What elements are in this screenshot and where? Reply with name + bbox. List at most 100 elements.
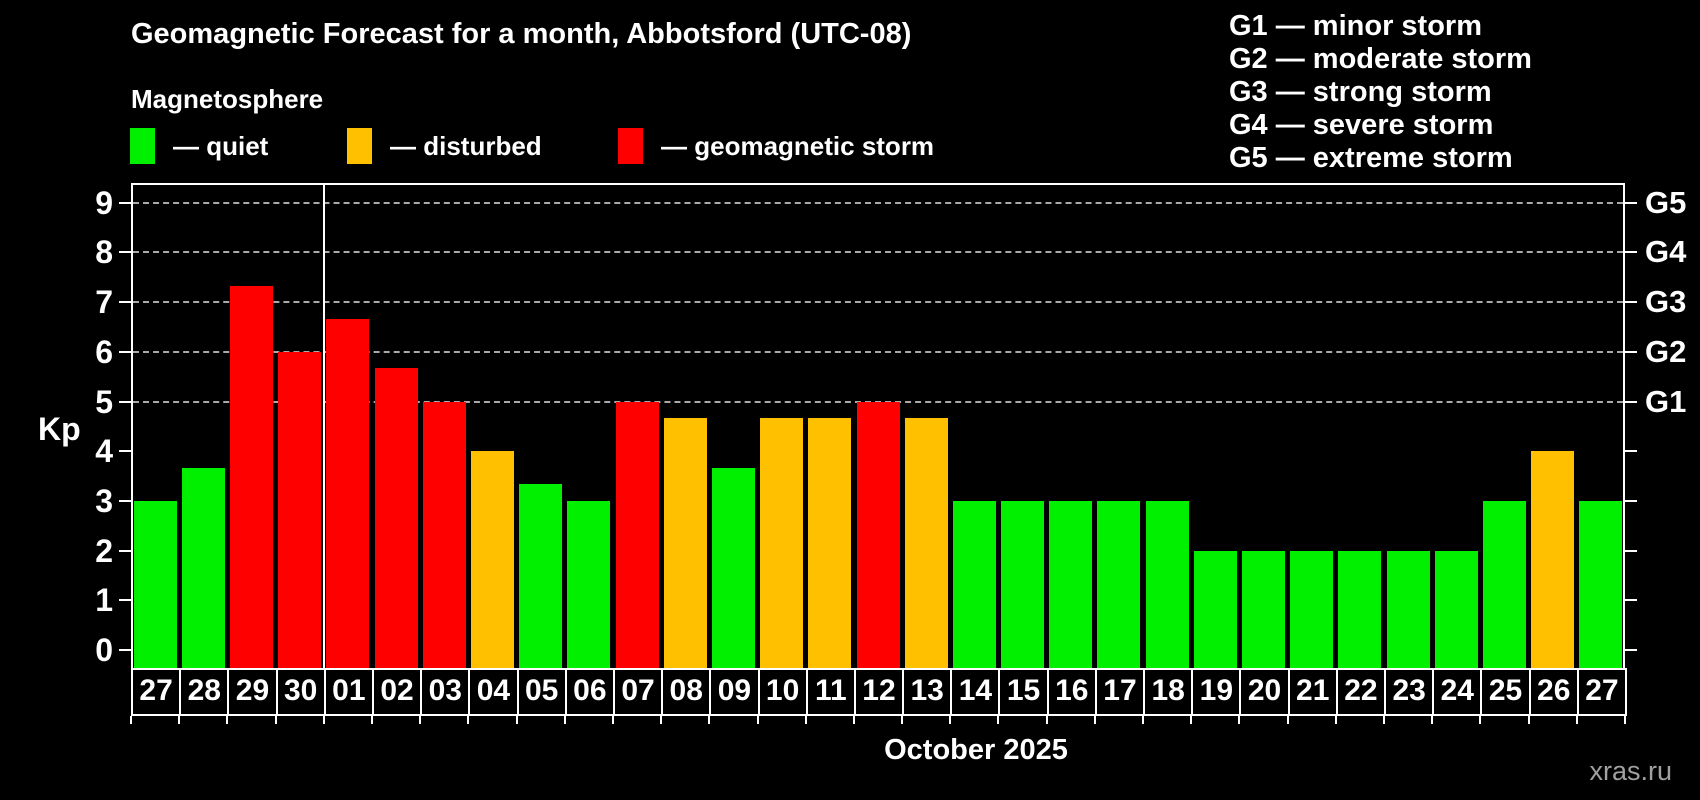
storm-legend-swatch [618, 128, 643, 164]
disturbed-legend-label: — disturbed [390, 131, 542, 161]
kp-bar-day-22 [1338, 550, 1382, 669]
kp-bar-day-29 [229, 285, 273, 669]
day-label-29: 29 [227, 668, 278, 716]
g1-legend-line: G1 — minor storm [1229, 10, 1482, 42]
right-tick-5 [1625, 400, 1637, 403]
kp-bar-day-03 [422, 401, 466, 669]
day-label-17: 17 [1094, 668, 1146, 716]
day-label-20: 20 [1239, 668, 1290, 716]
g-level-label-G5: G5 [1645, 184, 1687, 220]
kp-bar-day-25 [1483, 500, 1527, 669]
y-axis-label-1: 1 [95, 582, 113, 619]
kp-bar-day-16 [1049, 500, 1093, 669]
kp-bar-day-02 [374, 368, 418, 669]
x-tick-19 [1045, 716, 1048, 724]
y-axis-label-7: 7 [95, 284, 113, 321]
day-label-24: 24 [1432, 668, 1483, 716]
x-tick-23 [1238, 716, 1241, 724]
day-label-09: 09 [709, 668, 760, 716]
kp-bar-day-20 [1242, 550, 1286, 669]
day-label-10: 10 [757, 668, 808, 716]
kp-bar-day-10 [760, 417, 804, 669]
kp-bar-day-08 [663, 417, 707, 669]
y-axis-label-4: 4 [95, 433, 113, 470]
kp-bar-day-07 [615, 401, 659, 669]
day-label-01: 01 [323, 668, 374, 716]
kp-bar-day-21 [1290, 550, 1334, 669]
kp-bar-day-17 [1097, 500, 1141, 669]
x-tick-13 [756, 716, 759, 724]
x-tick-30 [1575, 716, 1578, 724]
quiet-legend-swatch [130, 128, 155, 164]
day-label-15: 15 [998, 668, 1049, 716]
x-tick-10 [611, 716, 614, 724]
right-tick-8 [1625, 251, 1637, 254]
gridline-kp6 [133, 350, 1623, 353]
left-tick-6 [119, 350, 131, 353]
kp-bar-day-23 [1386, 550, 1430, 669]
disturbed-legend-swatch [347, 128, 372, 164]
day-label-12: 12 [853, 668, 905, 716]
x-tick-1 [178, 716, 181, 724]
x-tick-20 [1093, 716, 1096, 724]
g-level-label-G2: G2 [1645, 333, 1687, 369]
chart-title: Geomagnetic Forecast for a month, Abbots… [131, 18, 912, 50]
right-tick-1 [1625, 599, 1637, 602]
kp-bar-day-19 [1193, 550, 1237, 669]
day-label-23: 23 [1384, 668, 1435, 716]
kp-bar-day-12 [856, 401, 900, 669]
day-label-08: 08 [661, 668, 712, 716]
g2-legend-line: G2 — moderate storm [1229, 43, 1532, 75]
y-axis-label-0: 0 [95, 632, 113, 668]
x-tick-17 [949, 716, 952, 724]
kp-bar-day-04 [470, 451, 514, 669]
day-label-18: 18 [1143, 668, 1194, 716]
day-label-25: 25 [1480, 668, 1531, 716]
x-tick-29 [1527, 716, 1530, 724]
day-label-07: 07 [612, 668, 664, 716]
kp-bar-day-24 [1434, 550, 1478, 669]
x-tick-14 [804, 716, 807, 724]
right-tick-0 [1625, 649, 1637, 651]
g-scale-legend: G1 — minor storm G2 — moderate storm G3 … [1229, 10, 1532, 175]
left-tick-9 [119, 201, 131, 204]
kp-bar-day-14 [952, 500, 996, 669]
x-tick-5 [370, 716, 373, 724]
y-axis-label-3: 3 [95, 482, 113, 519]
day-label-14: 14 [950, 668, 1001, 716]
x-tick-4 [322, 716, 325, 724]
x-tick-21 [1142, 716, 1145, 724]
kp-bar-day-05 [519, 484, 563, 669]
kp-bar-day-09 [711, 467, 755, 669]
kp-bar-day-28 [181, 467, 225, 669]
x-tick-9 [563, 716, 566, 724]
day-label-21: 21 [1287, 668, 1338, 716]
right-tick-2 [1625, 549, 1637, 552]
y-axis-label-8: 8 [95, 234, 113, 271]
left-tick-8 [119, 251, 131, 254]
quiet-legend-label: — quiet [173, 131, 269, 161]
kp-bar-day-27 [133, 500, 177, 669]
day-label-30: 30 [275, 668, 326, 716]
day-label-16: 16 [1046, 668, 1097, 716]
x-tick-26 [1383, 716, 1386, 724]
g-level-label-G3: G3 [1645, 284, 1687, 320]
day-label-27: 27 [1576, 668, 1627, 716]
right-tick-4 [1625, 450, 1637, 453]
x-tick-28 [1479, 716, 1482, 724]
day-label-11: 11 [805, 668, 856, 716]
x-axis-title: October 2025 [884, 734, 1068, 766]
day-label-22: 22 [1335, 668, 1387, 716]
month-separator-line [322, 183, 325, 668]
day-label-05: 05 [516, 668, 567, 716]
watermark: xras.ru [1589, 756, 1672, 786]
y-axis-label-6: 6 [95, 333, 113, 370]
g3-legend-line: G3 — strong storm [1229, 76, 1492, 108]
day-label-26: 26 [1528, 668, 1579, 716]
x-tick-18 [997, 716, 1000, 724]
x-tick-6 [419, 716, 422, 724]
storm-legend-label: — geomagnetic storm [661, 131, 935, 161]
plot-border [131, 183, 1625, 670]
g5-legend-line: G5 — extreme storm [1229, 142, 1513, 174]
